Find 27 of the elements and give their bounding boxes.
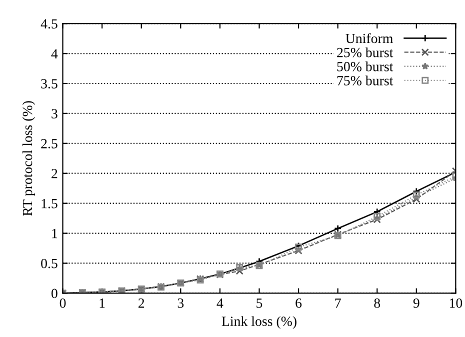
legend-label: Uniform [346, 33, 393, 44]
y-tick-label: 4.5 [40, 19, 58, 29]
y-tick-label: 3 [52, 109, 58, 118]
x-tick-label: 4 [216, 298, 224, 308]
x-tick-label: 2 [138, 298, 144, 308]
y-tick-label: 4 [51, 49, 58, 58]
x-tick-label: 6 [296, 298, 302, 308]
y-tick-label: 1 [52, 228, 58, 238]
y-tick-label: 0 [52, 288, 58, 298]
y-tick-label: 0.5 [41, 258, 58, 268]
legend-label: 50% burst [337, 62, 394, 72]
x-tick-label: 1 [100, 298, 105, 308]
y-tick-label: 2 [52, 168, 58, 178]
x-tick-label: 7 [335, 298, 341, 308]
legend-label: 25% burst [337, 47, 394, 58]
x-tick-label: 8 [374, 298, 380, 308]
x-tick-label: 5 [256, 298, 262, 308]
y-tick-label: 2.5 [41, 139, 58, 148]
x-tick-label: 9 [413, 298, 420, 308]
x-tick-label: 3 [178, 298, 184, 308]
x-tick-label: 10 [450, 298, 462, 308]
x-tick-label: 0 [60, 298, 66, 308]
y-tick-label: 3.5 [41, 79, 58, 89]
y-tick-label: 1.5 [42, 198, 58, 208]
y-axis-title: RT protocol loss (%) [22, 101, 35, 216]
x-axis-title: Link loss (%) [222, 316, 296, 329]
legend-label: 75% burst [337, 76, 394, 86]
